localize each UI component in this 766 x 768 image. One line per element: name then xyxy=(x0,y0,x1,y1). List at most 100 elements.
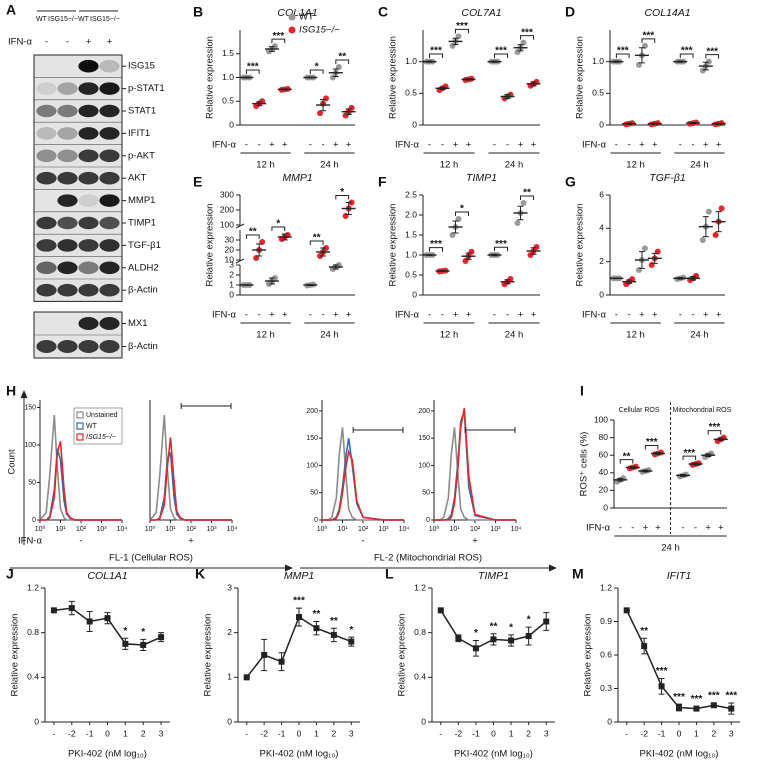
sig-label: ** xyxy=(313,233,321,244)
error-bar xyxy=(307,284,314,286)
blot-band xyxy=(78,171,99,185)
treatment-sign: - xyxy=(619,523,622,534)
group-label: Mitochondrial ROS xyxy=(673,407,732,414)
error-bar xyxy=(320,98,327,112)
y-tick-label: 0.8 xyxy=(414,627,426,637)
error-bar xyxy=(426,254,433,256)
x-tick-label: -2 xyxy=(260,728,268,738)
error-bar xyxy=(345,108,352,116)
sig-bracket xyxy=(455,28,469,34)
blot-band xyxy=(78,239,99,252)
error-bar xyxy=(256,243,263,257)
x-tick-label: 3 xyxy=(729,728,734,738)
x-tick-label: -1 xyxy=(278,728,286,738)
data-point xyxy=(507,276,514,282)
y-axis-label: Relative expression xyxy=(205,204,216,287)
sig-bracket xyxy=(245,234,260,239)
x-tick-label: 0 xyxy=(105,728,110,738)
sig-label: ** xyxy=(623,451,631,462)
error-bar xyxy=(651,122,658,125)
x-tick-label: 10³ xyxy=(206,526,217,533)
blot-band xyxy=(78,317,99,330)
gate-marker xyxy=(352,427,404,433)
x-tick-label: 2 xyxy=(526,728,531,738)
error-bar xyxy=(281,233,288,241)
y-tick-label: 0 xyxy=(229,289,234,299)
blot-band xyxy=(99,283,120,297)
y-tick-label: 1.5 xyxy=(222,48,234,58)
blot-band xyxy=(36,104,57,118)
sig-bracket xyxy=(494,53,508,59)
sig-label: * xyxy=(349,625,353,636)
arrow-head xyxy=(20,390,28,398)
sig-label: *** xyxy=(521,27,533,38)
error-bar xyxy=(439,270,446,272)
sig-bracket xyxy=(682,455,697,461)
y-tick-label: 1.5 xyxy=(405,229,417,239)
x-tick-label: -2 xyxy=(455,728,463,738)
error-bar xyxy=(629,466,636,469)
histogram-curve xyxy=(322,449,404,521)
error-bar xyxy=(320,247,327,257)
error-bar xyxy=(692,462,699,466)
protein-label: TGF-β1 xyxy=(128,240,161,251)
panel-letter: M xyxy=(572,566,584,582)
protein-label: β-Actin xyxy=(128,341,158,352)
blot-band xyxy=(78,340,99,353)
sig-label: *** xyxy=(673,692,685,703)
y-tick-label: 0 xyxy=(314,517,318,524)
chart-title: COL1A1 xyxy=(277,7,317,19)
treatment-sign: - xyxy=(694,523,697,534)
blot-band xyxy=(36,239,57,252)
data-point xyxy=(317,110,324,117)
protein-label: TIMP1 xyxy=(128,218,156,229)
treatment-sign: + xyxy=(531,140,537,151)
error-bar xyxy=(465,252,472,260)
legend-marker xyxy=(76,411,84,419)
x-tick-label: 10² xyxy=(358,526,369,533)
blot-band xyxy=(78,194,99,207)
sig-label: * xyxy=(123,626,127,637)
y-tick-label: 50 xyxy=(422,490,430,497)
chart-title: MMP1 xyxy=(284,570,314,582)
y-tick-label: 2.0 xyxy=(405,209,417,219)
y-tick-label: 0.5 xyxy=(222,96,234,106)
panel-letter: C xyxy=(378,4,388,20)
treatment-label: IFN-α xyxy=(212,140,236,151)
treatment-sign: - xyxy=(681,523,684,534)
x-tick-label: 10³ xyxy=(378,526,389,533)
protein-label: MX1 xyxy=(128,318,148,329)
blot-band xyxy=(36,283,57,297)
histogram-curve xyxy=(434,427,516,521)
sig-bracket xyxy=(641,38,656,43)
treatment-label: IFN-α xyxy=(18,536,42,547)
x-tick-label: 10⁴ xyxy=(227,526,238,533)
sig-label: *** xyxy=(272,31,284,42)
chart-title: COL7A1 xyxy=(461,7,501,19)
sig-bracket xyxy=(455,211,469,216)
sig-label: * xyxy=(527,615,531,626)
legend-label: WT xyxy=(299,12,314,23)
data-point xyxy=(50,607,57,614)
legend-marker xyxy=(288,13,296,21)
y-axis-label: Relative expression xyxy=(203,614,214,697)
x-tick-label: 10¹ xyxy=(449,526,460,533)
data-point xyxy=(348,638,355,645)
y-tick-label: 10 xyxy=(225,254,235,264)
x-tick-label: 10¹ xyxy=(165,526,176,533)
sig-bracket xyxy=(705,54,720,59)
treatment-sign: + xyxy=(188,536,194,547)
y-tick-label: 0.5 xyxy=(405,269,417,279)
protein-label: IFIT1 xyxy=(128,128,150,139)
group-label: 12 h xyxy=(256,330,275,341)
legend-marker xyxy=(76,433,84,441)
treatment-sign: - xyxy=(428,310,431,321)
y-tick-label: 200 xyxy=(418,408,430,415)
error-bar xyxy=(345,202,352,215)
y-tick-label: 0 xyxy=(227,716,232,726)
x-tick-label: - xyxy=(53,728,56,738)
sig-bracket xyxy=(271,38,286,44)
error-bar xyxy=(642,469,649,473)
error-bar xyxy=(268,46,275,52)
